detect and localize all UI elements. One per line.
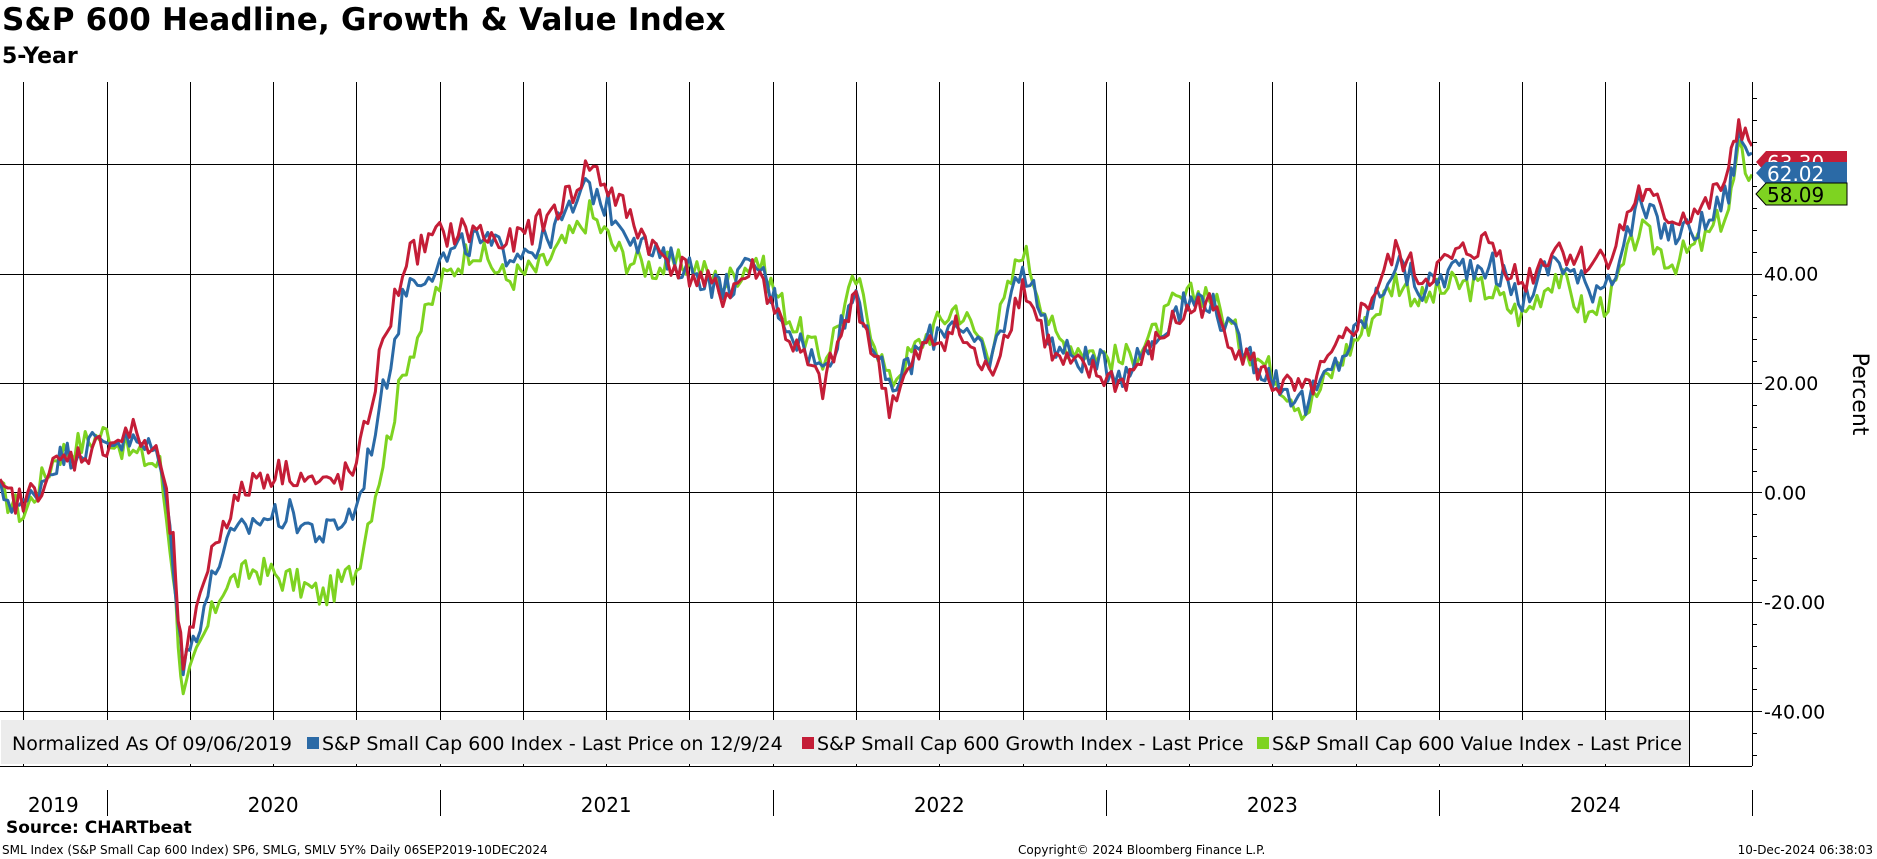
legend-label-growth: S&P Small Cap 600 Growth Index - Last Pr… xyxy=(817,733,1244,755)
footer-timestamp: 10-Dec-2024 06:38:03 xyxy=(1737,843,1873,857)
x-axis: 2019 2020 2021 2022 2023 2024 xyxy=(0,766,1753,817)
x-tick-label-2022: 2022 xyxy=(914,793,965,817)
y-tick-label: 0.00 xyxy=(1764,482,1806,504)
last-value-tag-headline: 62.02 xyxy=(1756,162,1847,186)
chart-title: S&P 600 Headline, Growth & Value Index xyxy=(2,2,726,38)
legend-background xyxy=(1,720,1689,764)
series-line-value xyxy=(0,139,1754,696)
series-line-growth xyxy=(0,118,1754,671)
last-value-tag-bg xyxy=(1756,162,1847,184)
x-tick-label-2019: 2019 xyxy=(28,793,79,817)
y-tick-label: 20.00 xyxy=(1764,373,1818,395)
y-axis-title: Percent xyxy=(1847,353,1872,436)
legend-swatch-value xyxy=(1257,737,1269,749)
legend: Normalized As Of 09/06/2019 S&P Small Cap… xyxy=(1,720,1689,764)
legend-normalized-label: Normalized As Of 09/06/2019 xyxy=(12,733,292,755)
y-tick-label: -20.00 xyxy=(1764,592,1825,614)
last-value-text: 58.09 xyxy=(1767,183,1824,207)
x-tick-label-2020: 2020 xyxy=(248,793,299,817)
legend-label-headline: S&P Small Cap 600 Index - Last Price on … xyxy=(322,733,783,755)
last-value-tag-bg xyxy=(1755,182,1848,206)
grid-lines xyxy=(0,82,1752,766)
y-axis: -40.00 -20.00 0.00 20.00 40.00 Percent xyxy=(1752,82,1872,766)
legend-label-value: S&P Small Cap 600 Value Index - Last Pri… xyxy=(1272,733,1682,755)
footer-ticker-info: SML Index (S&P Small Cap 600 Index) SP6,… xyxy=(2,843,548,857)
legend-swatch-growth xyxy=(802,737,814,749)
legend-swatch-headline xyxy=(307,737,319,749)
last-value-text: 62.02 xyxy=(1767,162,1824,186)
x-tick-label-2023: 2023 xyxy=(1247,793,1298,817)
x-tick-label-2021: 2021 xyxy=(581,793,632,817)
series-line-headline xyxy=(0,128,1753,677)
chart-subtitle: 5-Year xyxy=(2,44,78,69)
y-tick-label: -40.00 xyxy=(1764,701,1825,723)
x-tick-label-2024: 2024 xyxy=(1570,793,1621,817)
footer-copyright: Copyright© 2024 Bloomberg Finance L.P. xyxy=(1018,843,1266,857)
source-note: Source: CHARTbeat xyxy=(6,818,192,838)
y-tick-label: 40.00 xyxy=(1764,264,1818,286)
series-lines xyxy=(0,118,1754,696)
last-value-tag-value: 58.09 xyxy=(1755,182,1848,207)
